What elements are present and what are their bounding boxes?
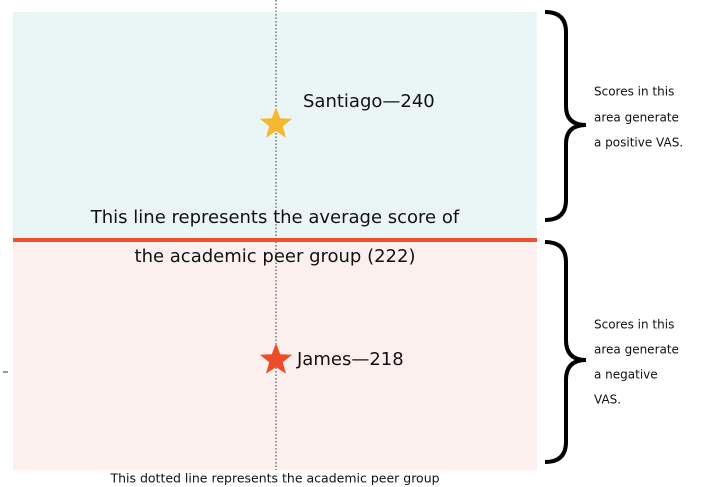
average-line-text: This line represents the average score o… (90, 207, 460, 228)
upper-note: area generate (594, 111, 679, 125)
james-label: James—218 (296, 349, 404, 370)
dotted-line-caption: This dotted line represents the academic… (109, 471, 439, 486)
lower-note: area generate (594, 343, 679, 357)
lower-note: VAS. (594, 393, 621, 407)
lower-note: a negative (594, 368, 658, 382)
upper-note: Scores in this (594, 85, 674, 99)
upper-note: a positive VAS. (594, 136, 683, 150)
santiago-label: Santiago—240 (303, 91, 435, 112)
upper-brace (544, 10, 587, 222)
santiago-star (259, 107, 293, 138)
lower-brace (544, 240, 587, 464)
lower-note: Scores in this (594, 318, 674, 332)
james-star (259, 343, 293, 374)
average-line-text: the academic peer group (222) (135, 246, 416, 267)
